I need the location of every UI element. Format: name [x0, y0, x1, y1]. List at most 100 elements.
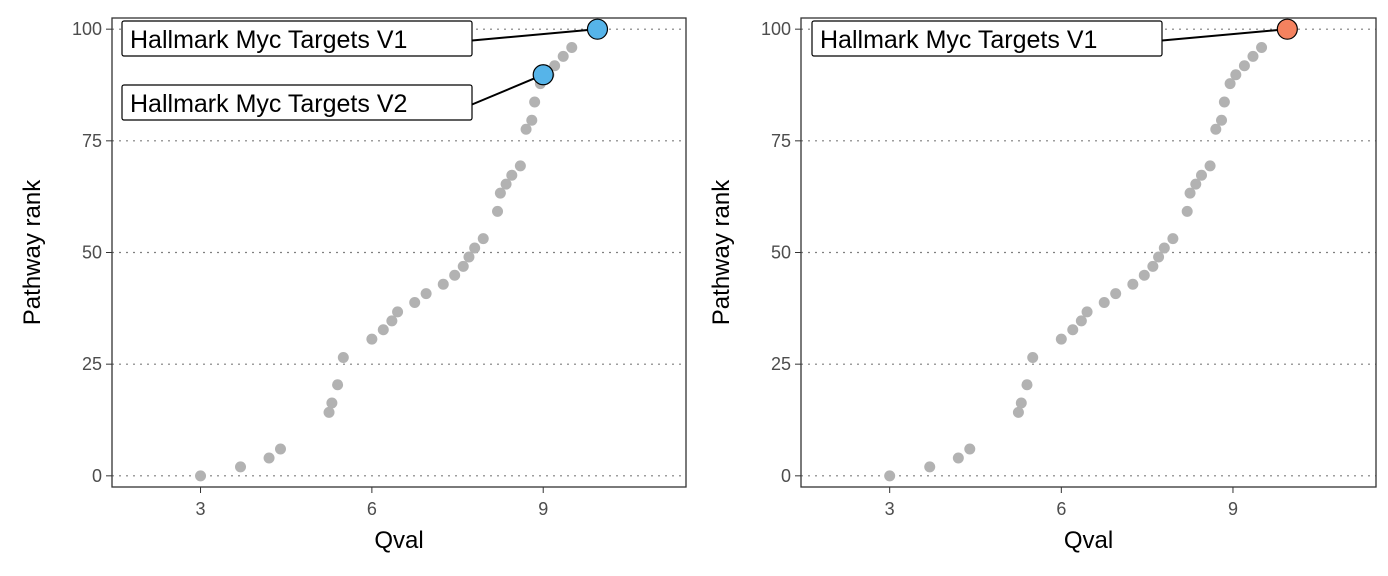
data-point — [477, 233, 489, 245]
y-tick-label: 0 — [781, 466, 791, 486]
data-point — [1081, 306, 1093, 318]
data-point — [469, 242, 481, 254]
data-point — [377, 324, 389, 336]
data-point — [514, 160, 526, 172]
data-point — [1027, 351, 1039, 363]
data-point — [1256, 41, 1268, 53]
data-point — [1167, 233, 1179, 245]
data-point — [1158, 242, 1170, 254]
callout-box — [121, 20, 473, 57]
data-point — [964, 443, 976, 455]
data-point — [409, 297, 421, 309]
data-point — [952, 452, 964, 464]
data-point — [1230, 69, 1242, 81]
y-tick-label: 25 — [771, 354, 791, 374]
callout-label: Hallmark Myc Targets V2 — [130, 90, 407, 118]
y-tick-label: 100 — [72, 19, 102, 39]
chart-panel-1: 0 25 50 75 100 3 6 9 Qval Pathway rank Hallmark My… — [19, 17, 687, 554]
data-point — [392, 306, 404, 318]
data-point — [1218, 96, 1230, 108]
highlight-point — [1276, 18, 1298, 40]
data-point — [1147, 260, 1159, 272]
data-point — [235, 461, 247, 473]
data-point — [437, 278, 449, 290]
data-point — [1098, 297, 1110, 309]
data-point — [924, 461, 936, 473]
data-point — [884, 470, 896, 482]
data-point — [1224, 78, 1236, 90]
data-point — [1110, 288, 1122, 300]
data-point — [1204, 160, 1216, 172]
data-point — [494, 187, 506, 199]
x-tick-label: 9 — [1228, 499, 1238, 519]
data-point — [549, 60, 561, 72]
data-point — [323, 406, 335, 418]
callout-leader — [471, 73, 544, 106]
highlight-point — [532, 64, 554, 86]
data-point — [1075, 315, 1087, 327]
data-point — [386, 315, 398, 327]
data-point — [1195, 169, 1207, 181]
chart-panel-2: 0 25 50 75 100 3 6 9 Qval Pathway rank Hallmark My… — [708, 17, 1377, 554]
panel-border — [800, 17, 1377, 488]
x-axis-title: Qval — [374, 527, 423, 554]
data-point — [1190, 178, 1202, 190]
panel-border — [111, 17, 687, 488]
data-point — [1055, 333, 1067, 345]
y-tick-label: 0 — [92, 466, 102, 486]
callout-leader — [1161, 28, 1288, 42]
data-point — [1021, 379, 1033, 391]
data-point — [274, 443, 286, 455]
y-tick-label: 100 — [761, 19, 791, 39]
data-point — [1127, 278, 1139, 290]
data-point — [457, 260, 469, 272]
callout-label: Hallmark Myc Targets V1 — [130, 26, 407, 54]
data-point — [557, 50, 569, 62]
x-tick-label: 6 — [367, 499, 377, 519]
y-tick-label: 50 — [82, 243, 102, 263]
callout-box — [811, 20, 1163, 57]
x-axis-title: Qval — [1064, 527, 1113, 554]
y-tick-label: 75 — [771, 131, 791, 151]
callout-leader — [471, 28, 598, 42]
data-point — [520, 123, 532, 135]
data-point — [500, 178, 512, 190]
data-point — [366, 333, 378, 345]
data-point — [1247, 50, 1259, 62]
data-point — [449, 269, 461, 281]
data-point — [1153, 251, 1165, 263]
data-point — [195, 470, 207, 482]
data-point — [1184, 187, 1196, 199]
data-point — [1067, 324, 1079, 336]
data-point — [337, 351, 349, 363]
data-point — [492, 205, 504, 217]
data-point — [1238, 60, 1250, 72]
data-point — [529, 96, 541, 108]
y-tick-label: 50 — [771, 243, 791, 263]
data-point — [526, 114, 538, 126]
callout-box — [121, 84, 473, 121]
data-point — [326, 397, 338, 409]
callout-label: Hallmark Myc Targets V1 — [820, 26, 1097, 54]
data-point — [1138, 269, 1150, 281]
data-point — [420, 288, 432, 300]
data-point — [566, 41, 578, 53]
data-point — [263, 452, 275, 464]
data-point — [506, 169, 518, 181]
y-axis-title: Pathway rank — [19, 179, 46, 325]
data-point — [1210, 123, 1222, 135]
x-tick-label: 3 — [885, 499, 895, 519]
data-point — [1015, 397, 1027, 409]
data-point — [1181, 205, 1193, 217]
y-tick-label: 75 — [82, 131, 102, 151]
data-point — [332, 379, 344, 391]
x-tick-label: 6 — [1056, 499, 1066, 519]
y-axis-title: Pathway rank — [708, 179, 735, 325]
data-point — [1216, 114, 1228, 126]
data-point — [1012, 406, 1024, 418]
x-tick-label: 9 — [538, 499, 548, 519]
y-tick-label: 25 — [82, 354, 102, 374]
data-point — [463, 251, 475, 263]
x-tick-label: 3 — [196, 499, 206, 519]
